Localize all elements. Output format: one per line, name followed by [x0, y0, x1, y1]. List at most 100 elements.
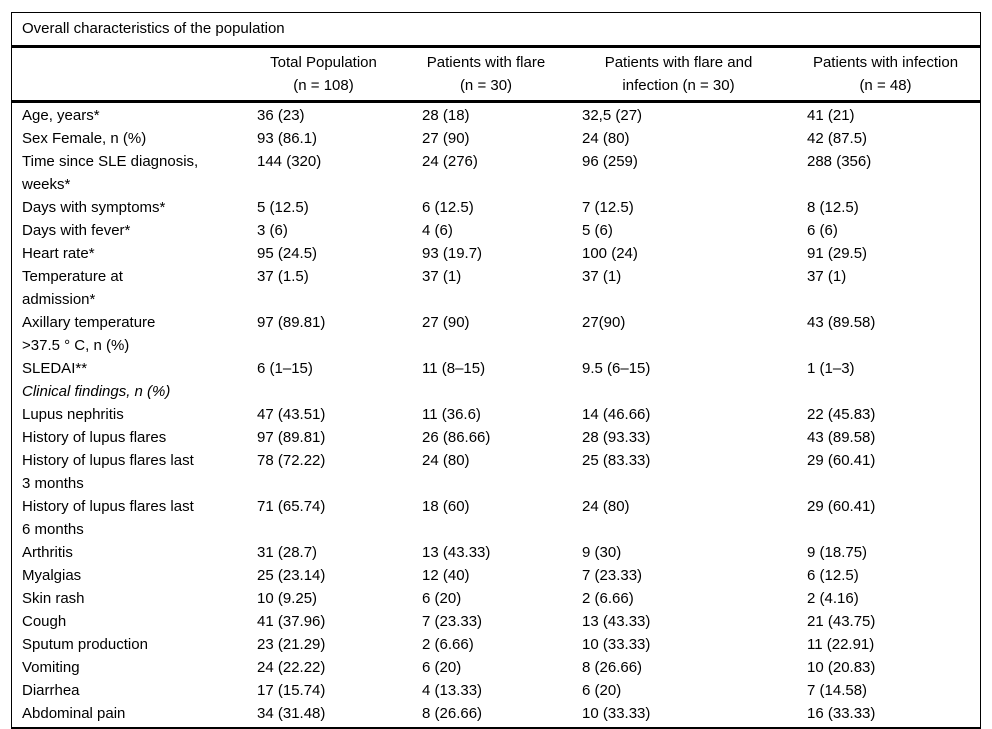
table-row: Arthritis 31 (28.7) 13 (43.33) 9 (30) 9 (18.…: [12, 541, 980, 564]
table-body: Age, years* 36 (23) 28 (18) 32,5 (27) 41 (21…: [12, 102, 980, 728]
column-header-patients-with-infection: Patients with infection (n = 48): [791, 48, 980, 103]
cell-value: 25 (83.33): [582, 452, 651, 469]
table-row: Lupus nephritis 47 (43.51) 11 (36.6) 14 (46…: [12, 403, 980, 426]
cell-value: 9 (30): [582, 544, 622, 561]
column-header-empty: [12, 48, 241, 103]
cell-value: 71 (65.74): [257, 498, 326, 515]
row-label: Skin rash: [22, 590, 85, 607]
table-row: Diarrhea 17 (15.74) 4 (13.33) 6 (20) 7 (14.5…: [12, 679, 980, 702]
cell-value: 6 (20): [422, 659, 462, 676]
cell-value: 24 (80): [422, 452, 470, 469]
cell-value: 288 (356): [807, 153, 872, 170]
cell-value: 28 (93.33): [582, 429, 651, 446]
cell-value: 14 (46.66): [582, 406, 651, 423]
cell-value: 96 (259): [582, 153, 638, 170]
row-label: Days with fever*: [22, 222, 131, 239]
cell-value: [566, 380, 791, 403]
table-row: Sex Female, n (%) 93 (86.1) 27 (90) 24 (80)…: [12, 127, 980, 150]
cell-value: 41 (21): [807, 107, 855, 124]
cell-value: 42 (87.5): [807, 130, 868, 147]
table-row: Time since SLE diagnosis, weeks* 144 (320…: [12, 150, 980, 196]
cell-value: 24 (22.22): [257, 659, 326, 676]
cell-value: 97 (89.81): [257, 314, 326, 331]
table-row: Temperature at admission* 37 (1.5) 37 (1) 3…: [12, 265, 980, 311]
cell-value: 6 (6): [807, 222, 838, 239]
cell-value: 34 (31.48): [257, 705, 326, 722]
cell-value: 100 (24): [582, 245, 638, 262]
row-label: Age, years*: [22, 107, 100, 124]
row-label: Sex Female, n (%): [22, 130, 147, 147]
table-row: History of lupus flares last 3 months 78 …: [12, 449, 980, 495]
cell-value: 28 (18): [422, 107, 470, 124]
cell-value: 37 (1): [582, 268, 622, 285]
cell-value: 24 (80): [582, 130, 630, 147]
row-label: Days with symptoms*: [22, 199, 166, 216]
row-label: Diarrhea: [22, 682, 80, 699]
cell-value: 22 (45.83): [807, 406, 876, 423]
cell-value: 37 (1): [422, 268, 462, 285]
cell-value: 6 (20): [582, 682, 622, 699]
cell-value: 10 (20.83): [807, 659, 876, 676]
table-title: Overall characteristics of the populatio…: [12, 13, 980, 48]
row-label: Temperature at admission*: [22, 268, 123, 308]
cell-value: 6 (12.5): [807, 567, 859, 584]
cell-value: 43 (89.58): [807, 314, 876, 331]
cell-value: 2 (6.66): [582, 590, 634, 607]
cell-value: 13 (43.33): [422, 544, 491, 561]
cell-value: 91 (29.5): [807, 245, 868, 262]
cell-value: 21 (43.75): [807, 613, 876, 630]
cell-value: 13 (43.33): [582, 613, 651, 630]
table-row: Abdominal pain 34 (31.48) 8 (26.66) 10 (33.…: [12, 702, 980, 727]
cell-value: [791, 380, 980, 403]
cell-value: 29 (60.41): [807, 452, 876, 469]
cell-value: 12 (40): [422, 567, 470, 584]
cell-value: 9.5 (6–15): [582, 360, 651, 377]
table-row: Myalgias 25 (23.14) 12 (40) 7 (23.33) 6 (12.…: [12, 564, 980, 587]
cell-value: 144 (320): [257, 153, 322, 170]
cell-value: 18 (60): [422, 498, 470, 515]
cell-value: 7 (12.5): [582, 199, 634, 216]
cell-value: 6 (20): [422, 590, 462, 607]
table-row: SLEDAI** 6 (1–15) 11 (8–15) 9.5 (6–15) 1 (1–…: [12, 357, 980, 380]
row-label: Myalgias: [22, 567, 82, 584]
row-label: SLEDAI**: [22, 360, 88, 377]
cell-value: 7 (23.33): [422, 613, 483, 630]
cell-value: 1 (1–3): [807, 360, 855, 377]
row-label: History of lupus flares: [22, 429, 167, 446]
cell-value: 8 (26.66): [582, 659, 643, 676]
row-label: Arthritis: [22, 544, 73, 561]
table-row: Heart rate* 95 (24.5) 93 (19.7) 100 (24) 91 …: [12, 242, 980, 265]
table-row: Age, years* 36 (23) 28 (18) 32,5 (27) 41 (21…: [12, 102, 980, 128]
row-label: Clinical findings, n (%): [22, 383, 171, 400]
cell-value: 36 (23): [257, 107, 305, 124]
row-label: Cough: [22, 613, 67, 630]
cell-value: 6 (12.5): [422, 199, 474, 216]
cell-value: 47 (43.51): [257, 406, 326, 423]
row-label: Axillary temperature >37.5 ° C, n (%): [22, 314, 156, 354]
data-table: Total Population (n = 108) Patients with…: [12, 48, 980, 727]
row-label: History of lupus flares last 6 months: [22, 498, 194, 538]
cell-value: 93 (19.7): [422, 245, 483, 262]
cell-value: 31 (28.7): [257, 544, 318, 561]
cell-value: 37 (1): [807, 268, 847, 285]
cell-value: 95 (24.5): [257, 245, 318, 262]
cell-value: 26 (86.66): [422, 429, 491, 446]
cell-value: 8 (26.66): [422, 705, 483, 722]
cell-value: [241, 380, 406, 403]
row-label: Abdominal pain: [22, 705, 126, 722]
cell-value: 97 (89.81): [257, 429, 326, 446]
cell-value: 8 (12.5): [807, 199, 859, 216]
cell-value: [406, 380, 566, 403]
cell-value: 2 (6.66): [422, 636, 474, 653]
row-label: Sputum production: [22, 636, 148, 653]
cell-value: 93 (86.1): [257, 130, 318, 147]
header-row: Total Population (n = 108) Patients with…: [12, 48, 980, 103]
cell-value: 37 (1.5): [257, 268, 309, 285]
table-row: Vomiting 24 (22.22) 6 (20) 8 (26.66) 10 (20.…: [12, 656, 980, 679]
table-row: Skin rash 10 (9.25) 6 (20) 2 (6.66) 2 (4.16): [12, 587, 980, 610]
table-row: Cough 41 (37.96) 7 (23.33) 13 (43.33) 21 (43…: [12, 610, 980, 633]
cell-value: 29 (60.41): [807, 498, 876, 515]
cell-value: 25 (23.14): [257, 567, 326, 584]
row-label: History of lupus flares last 3 months: [22, 452, 194, 492]
column-header-total-population: Total Population (n = 108): [241, 48, 406, 103]
